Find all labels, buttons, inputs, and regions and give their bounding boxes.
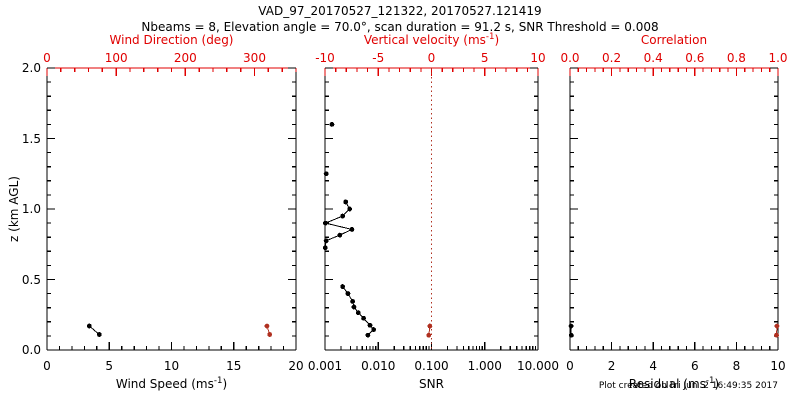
panel-wind-bottom-axis-label: Wind Speed (ms-1) (115, 376, 228, 391)
panel-wind-top-tick-3: 300 (243, 51, 266, 65)
panel-residual-bottom-tick-2: 4 (649, 359, 658, 373)
panel-snr-bottom-tick-0: 0.001 (307, 359, 343, 373)
plot-title-line2: Nbeams = 8, Elevation angle = 70.0°, sca… (141, 20, 659, 34)
y-tick-3: 1.5 (21, 131, 41, 146)
y-tick-2: 1.0 (21, 202, 41, 216)
panel-snr-bottom-tick-4: 10.000 (517, 359, 559, 373)
panel-residual-top-ticks (569, 68, 779, 76)
panel-wind-top-ticks (46, 68, 297, 76)
panel-residual-bottom-tick-0: 0 (566, 359, 574, 373)
panel-snr-y-ticks (325, 67, 538, 351)
panel-snr-top-tick-3: 5 (480, 51, 489, 65)
panel-residual-top-tick-1: 0.2 (602, 51, 622, 65)
panel-residual-bottom-tick-1: 2 (607, 359, 616, 373)
panel-snr-top-ticks (324, 68, 539, 76)
panel-snr-bottom-ticks (324, 342, 539, 350)
footer-timestamp: Plot created on Fri Jun 2 16:49:35 2017 (598, 381, 778, 391)
plot-title-line1: VAD_97_20170527_121322, 20170527.121419 (258, 4, 542, 18)
panel-snr-series-0 (322, 122, 377, 338)
panel-snr-top-tick-2: 0 (427, 51, 436, 65)
y-tick-0: 0.0 (21, 343, 41, 357)
panel-snr-bottom-tick-2: 0.100 (414, 359, 449, 373)
panel-wind-bottom-tick-0: 0 (43, 359, 51, 373)
panel-wind-top-axis-label: Wind Direction (deg) (109, 33, 234, 47)
panel-wind-bottom-tick-2: 10 (163, 359, 180, 373)
panel-residual-bottom-tick-3: 6 (690, 359, 699, 373)
panel-residual-bottom-tick-5: 10 (770, 359, 786, 373)
panel-wind-top-tick-2: 200 (173, 51, 197, 65)
panel-wind-top-tick-0: 0 (43, 51, 51, 65)
panel-snr-bottom-tick-3: 1.000 (467, 359, 502, 373)
panel-wind-series-1 (264, 323, 273, 337)
panel-residual-series-1 (774, 323, 780, 338)
panel-residual-y-ticks (570, 67, 778, 351)
panel-wind-bottom-tick-1: 5 (105, 359, 114, 373)
panel-snr-top-tick-0: -10 (315, 51, 335, 65)
panel-residual-top-tick-3: 0.6 (685, 51, 705, 65)
y-tick-4: 2.0 (21, 61, 41, 75)
panel-wind-bottom-tick-3: 15 (226, 359, 242, 373)
panel-residual-top-tick-2: 0.4 (643, 51, 663, 65)
panel-wind-series-0 (86, 323, 102, 337)
panel-residual-top-tick-4: 0.8 (726, 51, 746, 65)
panel-residual-top-tick-5: 1.0 (768, 51, 788, 65)
panel-snr-bottom-axis-label: SNR (419, 377, 444, 391)
panel-wind-bottom-ticks (46, 342, 297, 350)
panel-wind-y-ticks (47, 67, 296, 351)
panel-wind-top-tick-1: 100 (104, 51, 128, 65)
panel-residual-bottom-ticks (569, 342, 779, 350)
panel-snr-top-tick-4: 10 (530, 51, 546, 65)
panel-residual-series-0 (568, 323, 574, 338)
panel-snr-top-axis-label: Vertical velocity (ms-1) (363, 32, 500, 47)
panel-residual-bottom-axis-label: Residual (ms-1) (628, 376, 720, 391)
panel-wind-bottom-tick-4: 20 (288, 359, 304, 373)
panel-residual-bottom-tick-4: 8 (732, 359, 741, 373)
panel-snr-top-tick-1: -5 (372, 51, 385, 65)
panel-residual-top-tick-0: 0.0 (560, 51, 580, 65)
panel-residual-top-axis-label: Correlation (640, 33, 708, 47)
y-tick-1: 0.5 (21, 272, 41, 287)
panel-snr-bottom-tick-1: 0.010 (361, 359, 396, 373)
panel-snr-series-1 (426, 323, 433, 338)
